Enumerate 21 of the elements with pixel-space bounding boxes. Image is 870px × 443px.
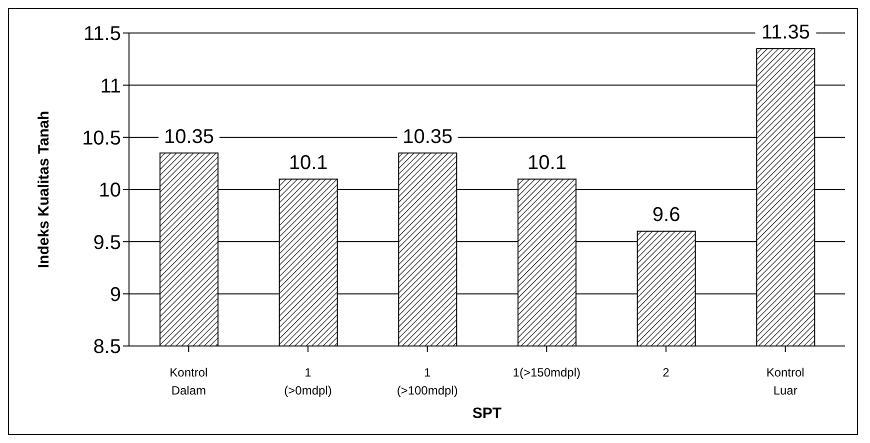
x-tick-label: Kontrol Luar [766,366,804,398]
data-label: 10.1 [528,152,566,174]
y-tick-label: 10 [98,180,121,202]
x-tick-label: 1 (>0mdpl) [284,366,332,398]
y-tick-label: 10.5 [82,127,121,150]
data-label: 10.35 [164,126,214,148]
x-axis-title: SPT [472,405,502,422]
y-tick-label: 9 [110,284,121,306]
x-tick-label: 1 (>100mdpl) [396,366,458,398]
x-tick-label: 2 [662,366,670,380]
y-tick-label: 9.5 [93,232,121,254]
data-label: 10.1 [288,152,328,174]
y-tick-label: 11 [100,75,121,98]
data-label: 9.6 [652,204,680,226]
data-label: 10.35 [402,126,453,148]
y-tick-label: 11.5 [84,23,121,46]
data-label: 11.35 [761,22,810,44]
y-axis-title: Indeks Kualitas Tanah [35,110,52,268]
y-tick-label: 8.5 [93,336,121,358]
x-tick-label: Kontrol Dalam [170,366,208,398]
x-tick-label: 1(>150mdpl) [512,366,581,380]
